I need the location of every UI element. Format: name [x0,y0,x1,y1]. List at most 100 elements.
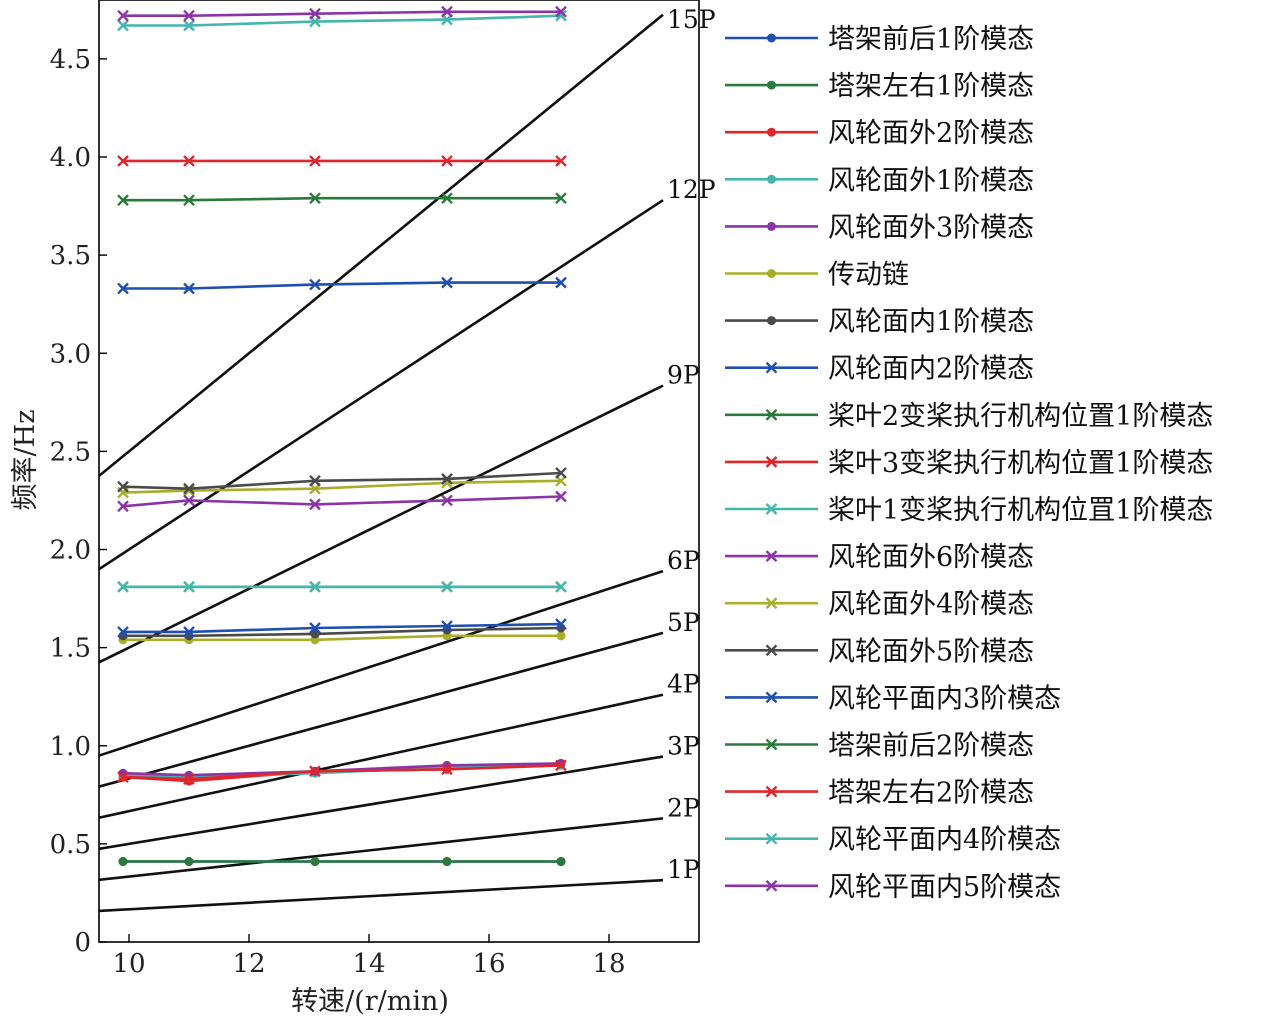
data-point [309,278,321,291]
excitation-line-5P [99,631,664,788]
data-point [309,580,321,593]
legend-item: 风轮面外5阶模态 [725,636,1034,667]
legend-marker [765,503,778,515]
legend-label: 塔架左右1阶模态 [828,71,1034,102]
excitation-line-15P [99,13,664,477]
series-19 [117,490,567,513]
data-point [183,482,195,495]
data-point [555,580,567,593]
excitation-label-4P: 4P [667,670,700,699]
legend-marker [765,550,778,562]
data-point [555,618,567,630]
data-point [556,631,566,641]
y-tick-label: 0 [74,928,91,958]
data-point [309,155,321,167]
legend-label: 桨叶2变桨执行机构位置1阶模态 [828,401,1213,432]
legend-marker [765,361,778,374]
legend: 塔架前后1阶模态塔架左右1阶模态风轮面外2阶模态风轮面外1阶模态风轮面外3阶模态… [725,24,1213,903]
excitation-line-4P [99,693,664,819]
legend-label: 塔架前后2阶模态 [828,731,1034,762]
series-2 [118,857,566,867]
data-point [555,759,567,772]
series-17 [117,759,567,785]
y-tick-label: 3.0 [50,339,91,369]
data-point [309,622,321,634]
data-point [555,276,567,289]
legend-item: 风轮面外6阶模态 [725,542,1034,573]
data-point [117,19,129,32]
data-point [183,282,195,295]
data-point [117,282,129,295]
legend-marker [767,174,776,184]
data-point [117,194,129,207]
excitation-label-12P: 12P [667,175,716,204]
data-point [117,626,129,638]
legend-marker [765,738,778,751]
legend-item: 塔架左右1阶模态 [725,71,1034,102]
legend-marker [767,33,776,43]
legend-marker [765,832,778,845]
legend-item: 传动链 [725,260,909,291]
data-point [441,192,453,205]
data-point [309,498,321,511]
excitation-label-3P: 3P [667,732,700,761]
legend-marker [767,127,776,137]
data-point [555,5,567,18]
legend-item: 桨叶1变桨执行机构位罝1阶模态 [725,495,1213,526]
legend-marker [765,597,778,610]
legend-label: 塔架左右2阶模态 [828,778,1034,809]
legend-marker [765,456,778,468]
legend-label: 风轮面内2阶模态 [828,354,1034,385]
series-lines [117,5,567,867]
excitation-line-12P [99,199,664,571]
legend-label: 塔架前后1阶模态 [828,24,1034,55]
data-point [118,857,128,867]
legend-item: 风轮面内2阶模态 [725,354,1034,385]
excitation-line-6P [99,569,664,757]
excitation-line-1P [99,878,664,913]
legend-item: 塔架左右2阶模态 [725,778,1034,809]
legend-label: 桨叶1变桨执行机构位罝1阶模态 [828,495,1213,526]
excitation-label-5P: 5P [667,608,700,637]
data-point [441,620,453,632]
legend-label: 风轮平面内5阶模态 [828,872,1061,903]
x-tick-label: 16 [472,949,505,979]
excitation-label-9P: 9P [667,361,700,390]
x-axis-title: 转速/(r/min) [291,986,449,1017]
data-point [309,7,321,20]
data-point [309,192,321,205]
legend-item: 塔架前后2阶模态 [725,731,1034,762]
excitation-label-2P: 2P [667,793,700,822]
data-point [117,155,129,167]
series-14 [117,467,567,495]
excitation-label-1P: 1P [667,855,700,884]
data-point [442,857,452,867]
y-tick-label: 0.5 [50,830,91,860]
legend-label: 风轮面外3阶模态 [828,212,1034,243]
legend-label: 风轮面外4阶模态 [828,589,1034,620]
legend-item: 桨叶3变桨执行机构位置1阶模态 [725,448,1213,479]
series-18 [117,580,567,593]
legend-label: 风轮面外6阶模态 [828,542,1034,573]
legend-label: 桨叶3变桨执行机构位置1阶模态 [828,448,1213,479]
legend-marker [765,691,778,704]
legend-marker [767,269,776,278]
data-point [441,763,453,776]
axis-ticks: 10 12 14 16 18 0 0.5 1.0 1.5 2.0 2.5 3.0 3.5 4.0 4.5 [50,45,626,979]
x-tick-label: 14 [352,949,385,979]
excitation-label-6P: 6P [667,546,700,575]
series-15 [117,618,567,638]
legend-item: 风轮面外2阶模态 [725,118,1034,149]
legend-item: 风轮平面内3阶模态 [725,683,1061,714]
y-tick-label: 2.0 [50,536,91,566]
excitation-line-3P [99,755,664,851]
legend-item: 风轮平面内4阶模态 [725,825,1061,856]
legend-label: 风轮面内1阶模态 [828,307,1034,338]
data-point [117,9,129,22]
legend-marker [767,80,776,90]
legend-item: 风轮面外3阶模态 [725,212,1034,243]
legend-item: 风轮面外1阶模态 [725,165,1034,196]
data-point [309,474,321,487]
legend-item: 风轮面外4阶模态 [725,589,1034,620]
